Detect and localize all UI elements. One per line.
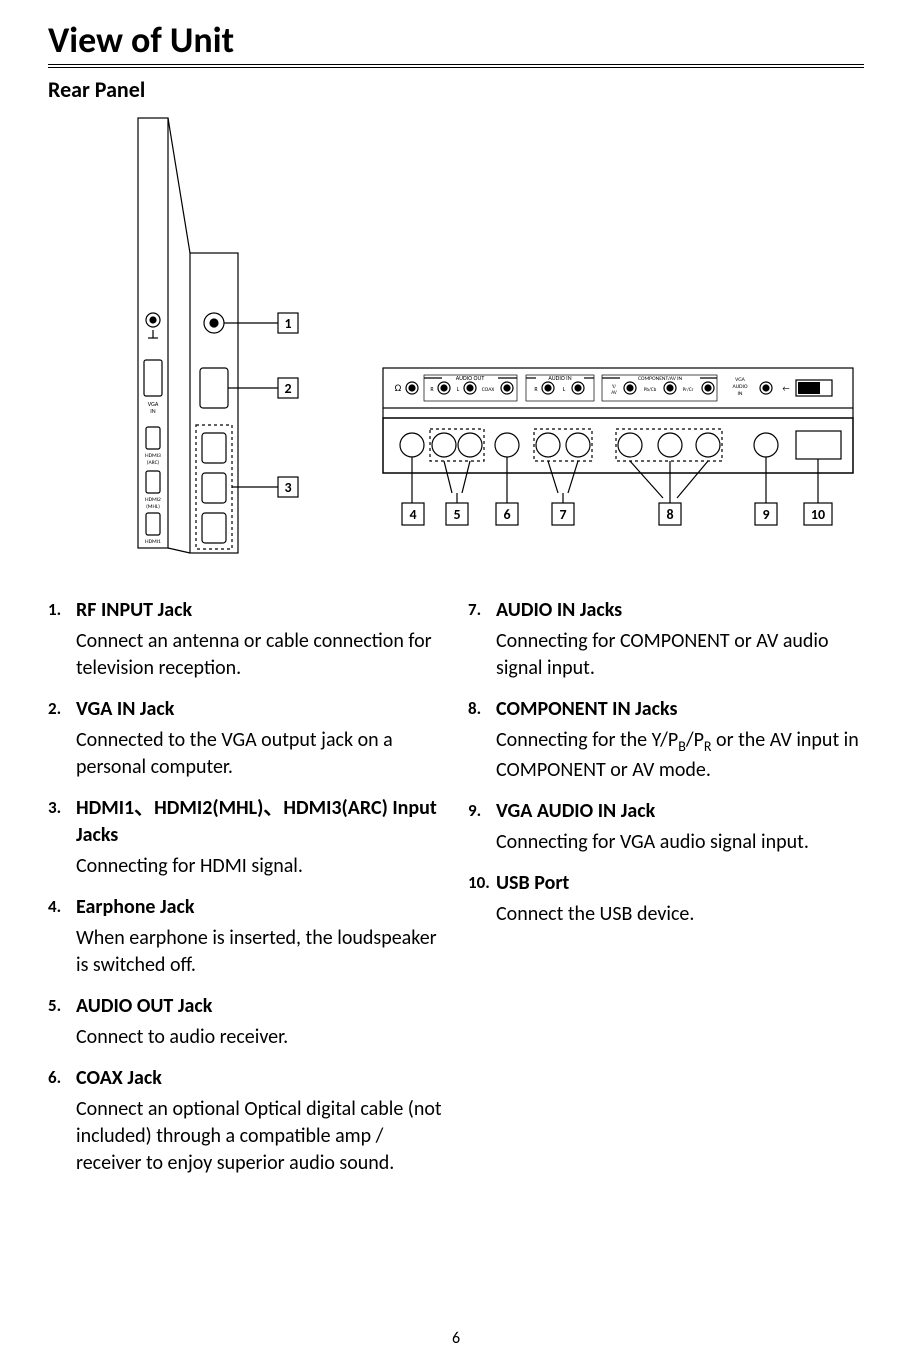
svg-text:COAX: COAX [482,387,495,393]
page-title: View of Unit [48,18,864,68]
list-item: VGA AUDIO IN Jack Connecting for VGA aud… [468,798,864,856]
item-desc: Connect to audio receiver. [76,1024,444,1051]
page-number: 6 [0,1329,912,1348]
list-item: COAX Jack Connect an optional Optical di… [48,1065,444,1177]
item-desc: Connecting for HDMI signal. [76,853,444,880]
callout-6: 6 [503,506,510,523]
svg-text:R: R [534,385,538,393]
svg-text:R: R [430,385,434,393]
item-title: VGA AUDIO IN Jack [496,798,864,825]
callout-10: 10 [811,506,825,523]
list-item: AUDIO OUT Jack Connect to audio receiver… [48,993,444,1051]
label-audio-in: AUDIO IN [548,374,571,382]
svg-text:Pb/Cb: Pb/Cb [644,387,657,393]
label-vga-audio: VGA [735,377,746,383]
svg-text:AUDIO: AUDIO [732,384,747,390]
label-hdmi2: HDMI2 [145,497,161,503]
item-desc: Connecting for VGA audio signal input. [496,829,864,856]
callout-8: 8 [666,506,673,523]
item-desc: Connect the USB device. [496,901,864,928]
item-desc: Connecting for the Y/PB/PR or the AV inp… [496,727,864,784]
label-headphone-icon: Ω [395,381,402,394]
list-item: AUDIO IN Jacks Connecting for COMPONENT … [468,597,864,682]
list-item: COMPONENT IN Jacks Connecting for the Y/… [468,696,864,784]
svg-text:IN: IN [738,391,743,397]
list-item: USB Port Connect the USB device. [468,870,864,928]
item-title: RF INPUT Jack [76,597,444,624]
svg-text:IN: IN [150,407,156,415]
item-title: USB Port [496,870,864,897]
item-title: HDMI1、HDMI2(MHL)、HDMI3(ARC) Input Jacks [76,795,444,849]
item-desc: Connecting for COMPONENT or AV audio sig… [496,628,864,682]
item-title: Earphone Jack [76,894,444,921]
item-desc: Connect an optional Optical digital cabl… [76,1096,444,1177]
right-list: AUDIO IN Jacks Connecting for COMPONENT … [468,597,864,928]
description-columns: RF INPUT Jack Connect an antenna or cabl… [48,597,864,1191]
label-audio-out: AUDIO OUT [456,374,485,382]
callout-1: 1 [284,315,291,332]
item-title: AUDIO OUT Jack [76,993,444,1020]
callout-5: 5 [453,506,460,523]
item-title: COMPONENT IN Jacks [496,696,864,723]
svg-text:Pr/Cr: Pr/Cr [683,387,694,393]
list-item: HDMI1、HDMI2(MHL)、HDMI3(ARC) Input Jacks … [48,795,444,880]
list-item: Earphone Jack When earphone is inserted,… [48,894,444,979]
item-title: AUDIO IN Jacks [496,597,864,624]
diagram-area: VGA IN HDMI3 (ARC) HDMI2 (MHL) HDMI1 [48,113,864,563]
section-subtitle: Rear Panel [48,76,864,103]
callout-7: 7 [559,506,566,523]
callout-3: 3 [284,479,291,496]
callout-9: 9 [762,506,769,523]
bottom-panel-diagram: Ω AUDIO OUT R L COAX AUDIO IN R L COMPON… [378,363,858,563]
list-item: VGA IN Jack Connected to the VGA output … [48,696,444,781]
callout-2: 2 [284,380,291,397]
callout-4: 4 [409,506,416,523]
svg-text:L: L [457,385,460,393]
item-desc: Connected to the VGA output jack on a pe… [76,727,444,781]
label-hdmi3: HDMI3 [145,453,161,459]
svg-text:(MHL): (MHL) [146,503,160,510]
side-panel-diagram: VGA IN HDMI3 (ARC) HDMI2 (MHL) HDMI1 [128,113,348,563]
svg-text:(ARC): (ARC) [147,459,160,466]
item-desc: When earphone is inserted, the loudspeak… [76,925,444,979]
item-desc: Connect an antenna or cable connection f… [76,628,444,682]
label-component: COMPONENT/AV IN [638,376,683,382]
svg-text:AV: AV [611,390,617,396]
label-hdmi1: HDMI1 [145,539,161,545]
svg-text:L: L [563,385,566,393]
usb-icon: ← [782,384,789,394]
item-title: VGA IN Jack [76,696,444,723]
item-title: COAX Jack [76,1065,444,1092]
left-list: RF INPUT Jack Connect an antenna or cabl… [48,597,444,1177]
list-item: RF INPUT Jack Connect an antenna or cabl… [48,597,444,682]
